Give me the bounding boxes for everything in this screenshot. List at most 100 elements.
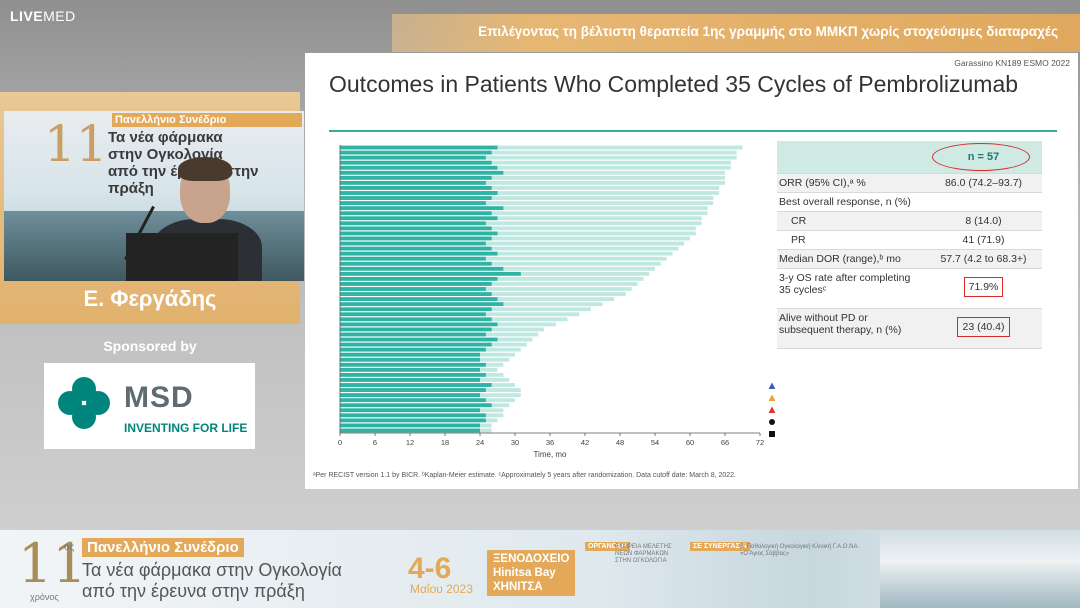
followup-bar (340, 261, 661, 266)
treatment-bar (340, 307, 492, 312)
treatment-bar (340, 383, 492, 387)
treatment-bar (340, 398, 486, 403)
treatment-bar (340, 170, 504, 175)
highlight-oval (932, 143, 1030, 171)
x-tick-label: 30 (511, 438, 519, 447)
slide-title: Outcomes in Patients Who Completed 35 Cy… (329, 71, 1019, 97)
table-row: Best overall response, n (%) (777, 193, 1042, 212)
followup-bar (340, 211, 708, 216)
followup-bar (340, 145, 743, 150)
treatment-bar (340, 206, 504, 211)
treatment-bar (340, 201, 486, 206)
livemed-logo: LIVEMED (10, 8, 76, 24)
x-tick-label: 42 (581, 438, 589, 447)
legend-marker (769, 431, 775, 437)
presentation-slide: Garassino KN189 ESMO 2022 Outcomes in Pa… (305, 53, 1078, 489)
table-row: ORR (95% CI),ᵃ % 86.0 (74.2–93.7) (777, 174, 1042, 193)
treatment-bar (340, 418, 486, 423)
treatment-bar (340, 393, 480, 398)
treatment-bar (340, 423, 480, 428)
followup-bar (340, 150, 737, 155)
treatment-bar (340, 266, 504, 271)
treatment-bar (340, 246, 492, 251)
x-tick-label: 24 (476, 438, 484, 447)
conference-banner: 11 ος χρόνος Πανελλήνιο Συνέδριο Τα νέα … (0, 530, 1080, 608)
title-rule (329, 130, 1057, 132)
x-tick-label: 66 (721, 438, 729, 447)
treatment-bar (340, 302, 504, 307)
legend-marker (768, 406, 775, 413)
treatment-bar (340, 352, 480, 357)
followup-bar (340, 191, 720, 195)
legend-marker (769, 419, 775, 425)
session-title: Επιλέγοντας τη βέλτιστη θεραπεία 1ης γρα… (478, 24, 1058, 39)
followup-bar (340, 251, 673, 256)
treatment-bar (340, 231, 498, 236)
treatment-bar (340, 428, 480, 433)
table-row: CR 8 (14.0) (777, 212, 1042, 231)
treatment-bar (340, 388, 486, 392)
table-row: Median DOR (range),ᵇ mo 57.7 (4.2 to 68.3… (777, 250, 1042, 269)
treatment-bar (340, 271, 521, 276)
treatment-bar (340, 251, 498, 256)
highlight-box: 71.9% (963, 277, 1004, 297)
x-tick-label: 18 (441, 438, 449, 447)
treatment-bar (340, 180, 486, 185)
treatment-bar (340, 322, 498, 327)
legend-marker (768, 394, 775, 401)
x-axis-label: Time, mo (533, 450, 567, 459)
treatment-bar (340, 236, 492, 241)
followup-bar (340, 196, 714, 200)
msd-mark-icon (58, 377, 110, 429)
treatment-bar (340, 261, 492, 266)
treatment-bar (340, 292, 492, 296)
table-header-row: n = 57 (777, 141, 1042, 174)
followup-bar (340, 160, 731, 165)
treatment-bar (340, 362, 486, 367)
treatment-bar (340, 327, 492, 332)
followup-bar (340, 180, 725, 185)
followup-bar (340, 226, 696, 231)
cooperation-label: ΣΕ ΣΥΝΕΡΓΑΣΙΑ (690, 542, 750, 551)
followup-bar (340, 241, 685, 246)
treatment-bar (340, 367, 480, 372)
speaker-name: Ε. Φεργάδης (83, 286, 217, 311)
treatment-bar (340, 150, 492, 155)
treatment-bar (340, 155, 486, 160)
organizer-text: ΕΤΑΙΡΕΙΑ ΜΕΛΕΤΗΣ ΝΕΩΝ ΦΑΡΜΑΚΩΝ ΣΤΗΝ ΟΓΚΟ… (615, 544, 672, 564)
followup-bar (340, 170, 725, 175)
treatment-bar (340, 317, 492, 322)
sponsored-label: Sponsored by (103, 338, 197, 354)
table-row: PR 41 (71.9) (777, 231, 1042, 250)
banner-xronos: χρόνος (30, 592, 59, 602)
village-photo (880, 530, 1080, 608)
laptop (126, 233, 238, 281)
followup-bar (340, 175, 725, 180)
banner-line-2: από την έρευνα στην πράξη (82, 581, 305, 601)
treatment-bar (340, 256, 486, 261)
x-tick-label: 12 (406, 438, 414, 447)
followup-bar (340, 201, 714, 206)
table-row: Alive without PD or subsequent therapy, … (777, 309, 1042, 349)
treatment-bar (340, 337, 498, 342)
outcomes-table: n = 57 ORR (95% CI),ᵃ % 86.0 (74.2–93.7) … (777, 141, 1042, 349)
speaker-video[interactable]: 11 Πανελλήνιο Συνέδριο Τα νέα φάρμακα στ… (4, 111, 304, 281)
followup-bar (340, 246, 679, 251)
x-tick-label: 72 (756, 438, 764, 447)
banner-dates: 4-6 (408, 552, 452, 585)
treatment-bar (340, 378, 480, 382)
x-tick-label: 0 (338, 438, 342, 447)
x-tick-label: 60 (686, 438, 694, 447)
treatment-bar (340, 342, 492, 347)
treatment-bar (340, 221, 486, 226)
highlight-box: 23 (40.4) (957, 317, 1010, 337)
treatment-bar (340, 372, 486, 377)
treatment-bar (340, 357, 480, 362)
followup-bar (340, 231, 696, 236)
slide-footnote: ᵃPer RECIST version 1.1 by BICR. ᵇKaplan… (313, 472, 736, 479)
organizer-label: ΟΡΓΑΝΩΣΗ (585, 542, 630, 551)
treatment-bar (340, 226, 492, 231)
banner-conference: Πανελλήνιο Συνέδριο (82, 538, 244, 557)
treatment-bar (340, 297, 498, 302)
slide-reference: Garassino KN189 ESMO 2022 (954, 58, 1070, 68)
